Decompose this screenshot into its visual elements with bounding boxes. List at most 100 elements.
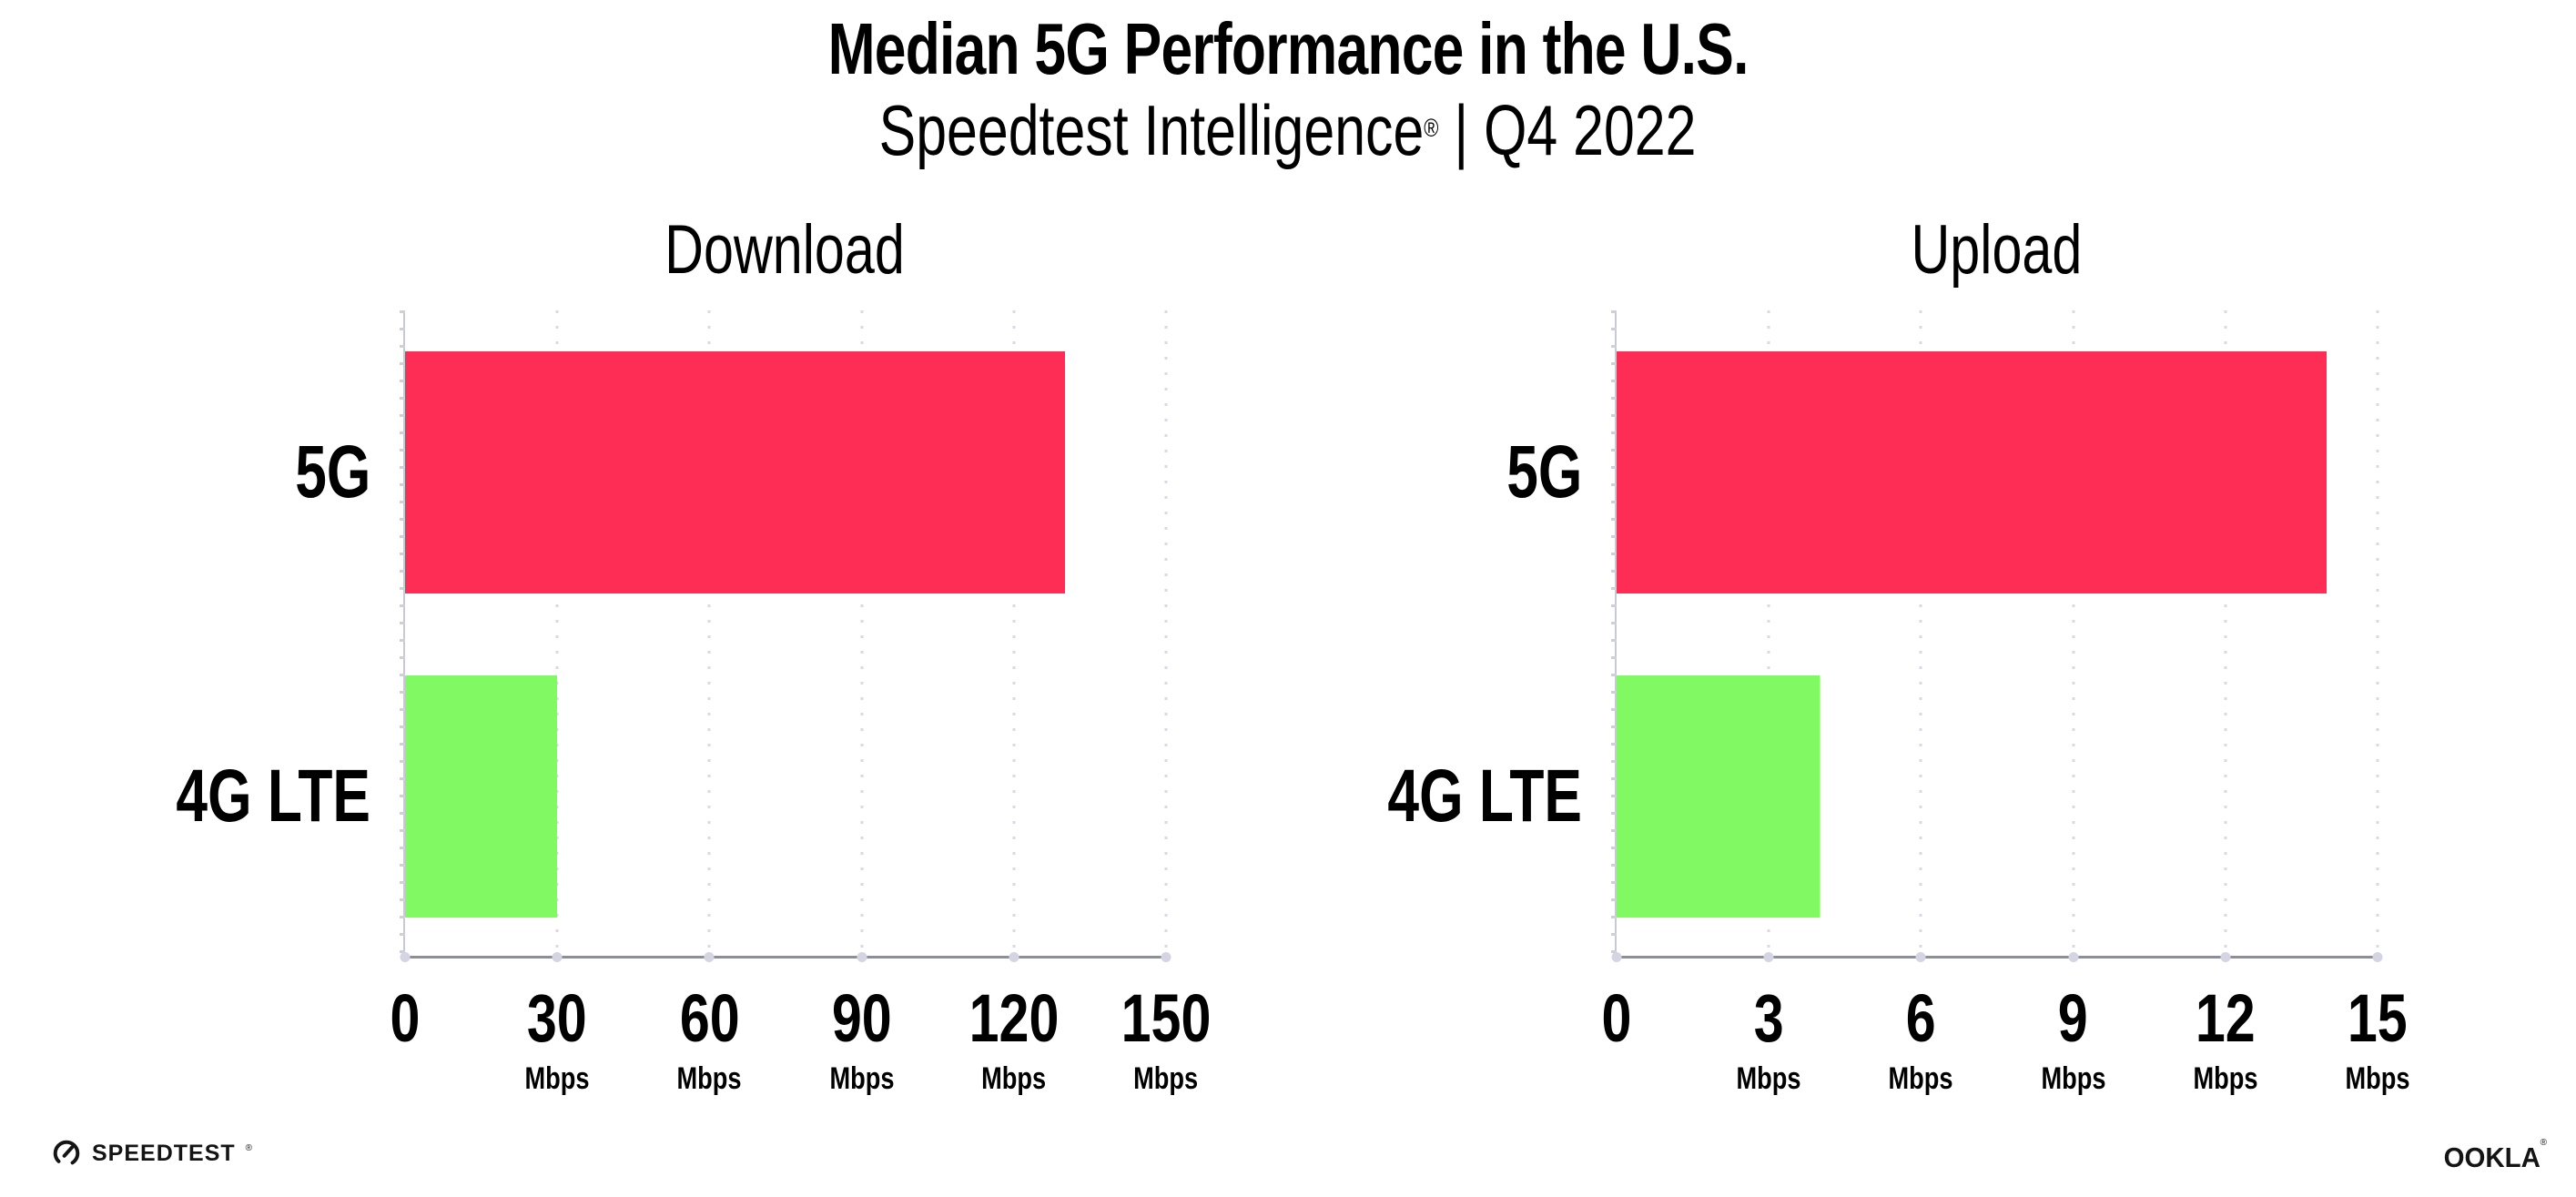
gridline-3 xyxy=(1767,310,1770,956)
chart-title-text: Upload xyxy=(1911,211,2082,289)
gridline-9 xyxy=(2072,310,2075,956)
gridline-60 xyxy=(707,310,711,956)
x-axis-tick-dot xyxy=(857,952,867,962)
upload-chart-title: Upload xyxy=(1615,216,2378,285)
subtitle-brand: Speedtest Intelligence xyxy=(879,90,1425,170)
x-tick-unit: Mbps xyxy=(1729,1063,1810,1094)
y-axis-label-5g: 5G xyxy=(1254,435,1582,510)
x-tick-unit-text: Mbps xyxy=(829,1061,895,1096)
y-axis-label-text: 4G LTE xyxy=(1387,755,1582,837)
download-chart: Download 0 30 Mbps 60 Mbps 90 Mbps 120 Mbps 150 Mb… xyxy=(176,216,1211,1095)
upload-plot-area: 0 3 Mbps 6 Mbps 9 Mbps 12 Mbps 15 Mbps 5G 4G LTE xyxy=(1387,310,2410,1094)
ookla-registered-mark: ® xyxy=(2540,1138,2547,1148)
x-tick-value-text: 0 xyxy=(1601,980,1632,1056)
x-tick-label-0: 0 xyxy=(386,985,423,1052)
x-tick-unit: Mbps xyxy=(517,1063,598,1094)
x-tick-unit: Mbps xyxy=(1110,1063,1222,1094)
x-tick-label-12: 12 Mbps xyxy=(2185,985,2266,1095)
x-tick-unit-text: Mbps xyxy=(2041,1061,2106,1096)
x-axis-tick-dot xyxy=(1763,952,1774,962)
download-chart-title: Download xyxy=(403,216,1166,285)
x-tick-unit: Mbps xyxy=(2033,1063,2114,1094)
y-axis-minor-ticks xyxy=(1611,310,1617,956)
bar-4g-lte xyxy=(1617,675,1820,918)
ookla-logo: OOKLA® xyxy=(2439,1138,2547,1173)
x-tick-value: 6 xyxy=(1881,985,1962,1052)
x-tick-unit-text: Mbps xyxy=(2345,1061,2410,1096)
x-axis-tick-dot xyxy=(1611,952,1622,962)
y-axis-label-text: 5G xyxy=(294,431,370,513)
x-tick-label-3: 3 Mbps xyxy=(1729,985,1810,1095)
x-tick-label-6: 6 Mbps xyxy=(1881,985,1962,1096)
x-tick-unit-text: Mbps xyxy=(1133,1061,1199,1096)
bar-5g xyxy=(405,351,1065,593)
bar-4g-lte xyxy=(405,675,558,918)
y-axis-minor-ticks xyxy=(400,310,405,956)
x-tick-value-text: 15 xyxy=(2348,980,2408,1056)
page-subtitle-text: Speedtest Intelligence® | Q4 2022 xyxy=(879,89,1697,172)
speedtest-gauge-icon xyxy=(53,1140,80,1167)
x-tick-value-text: 12 xyxy=(2195,980,2256,1056)
x-axis-tick-dot xyxy=(2068,952,2079,962)
x-tick-value: 0 xyxy=(386,985,423,1052)
x-tick-value: 30 xyxy=(517,985,598,1052)
x-tick-unit-text: Mbps xyxy=(1736,1061,1801,1096)
x-tick-value: 60 xyxy=(669,985,750,1052)
y-axis-label-text: 5G xyxy=(1506,431,1582,513)
x-tick-label-120: 120 Mbps xyxy=(958,985,1070,1095)
download-plot-area: 0 30 Mbps 60 Mbps 90 Mbps 120 Mbps 150 Mbps 5G 4G LT… xyxy=(176,310,1211,1094)
x-tick-unit-text: Mbps xyxy=(676,1061,742,1096)
x-tick-value: 0 xyxy=(1597,985,1635,1052)
x-tick-unit: Mbps xyxy=(958,1063,1070,1094)
y-axis-label-4g-lte: 4G LTE xyxy=(1254,759,1582,834)
x-axis-tick-dot xyxy=(2220,952,2231,962)
x-tick-value-text: 6 xyxy=(1905,980,1936,1056)
x-axis-tick-dot xyxy=(400,952,411,962)
gridline-90 xyxy=(860,310,864,956)
x-tick-unit-text: Mbps xyxy=(981,1061,1047,1096)
x-axis-tick-dot xyxy=(704,952,715,962)
x-tick-label-150: 150 Mbps xyxy=(1110,985,1222,1095)
x-tick-label-30: 30 Mbps xyxy=(517,985,598,1095)
x-tick-value: 90 xyxy=(821,985,902,1052)
upload-chart: Upload 0 3 Mbps 6 Mbps 9 Mbps 12 Mbps 15 Mbps 5G 4G … xyxy=(1387,216,2410,1095)
gridline-12 xyxy=(2224,310,2227,956)
x-tick-value: 3 xyxy=(1729,985,1810,1052)
speedtest-wordmark: SPEEDTEST xyxy=(92,1140,236,1166)
gridline-120 xyxy=(1012,310,1016,956)
x-axis-tick-dot xyxy=(1161,952,1171,962)
x-tick-unit: Mbps xyxy=(669,1063,750,1094)
x-tick-value-text: 9 xyxy=(2058,980,2089,1056)
x-tick-value-text: 3 xyxy=(1753,980,1784,1056)
gridline-6 xyxy=(1919,310,1922,956)
x-tick-label-90: 90 Mbps xyxy=(821,985,902,1096)
x-axis-tick-dot xyxy=(552,952,563,962)
registered-mark: ® xyxy=(1424,114,1439,143)
subtitle-period: | Q4 2022 xyxy=(1438,90,1697,170)
x-tick-value-text: 90 xyxy=(831,980,892,1056)
y-axis-label-4g-lte: 4G LTE xyxy=(43,759,370,834)
x-tick-value-text: 60 xyxy=(679,980,740,1056)
x-tick-value-text: 30 xyxy=(527,980,588,1056)
x-tick-unit-text: Mbps xyxy=(2193,1061,2258,1096)
x-tick-unit: Mbps xyxy=(2185,1063,2266,1094)
x-tick-value-text: 0 xyxy=(390,980,421,1056)
chart-title-text: Download xyxy=(664,211,905,289)
page-title: Median 5G Performance in the U.S. xyxy=(0,7,2576,91)
bar-5g xyxy=(1617,351,2328,593)
x-tick-unit-text: Mbps xyxy=(524,1061,590,1096)
x-tick-label-15: 15 Mbps xyxy=(2338,980,2419,1095)
x-tick-value: 120 xyxy=(958,985,1070,1052)
x-tick-unit: Mbps xyxy=(2338,1063,2419,1094)
page-subtitle: Speedtest Intelligence® | Q4 2022 xyxy=(0,89,2576,172)
x-axis-tick-dot xyxy=(1915,952,1926,962)
x-tick-unit-text: Mbps xyxy=(1888,1061,1953,1096)
gridline-150 xyxy=(1164,310,1168,956)
y-axis-label-5g: 5G xyxy=(43,435,370,510)
x-tick-value-text: 120 xyxy=(969,980,1060,1056)
ookla-wordmark: OOKLA xyxy=(2443,1141,2541,1173)
x-axis-tick-dot xyxy=(2372,952,2383,962)
speedtest-registered-mark: ® xyxy=(245,1142,253,1153)
x-tick-value: 12 xyxy=(2185,985,2266,1052)
